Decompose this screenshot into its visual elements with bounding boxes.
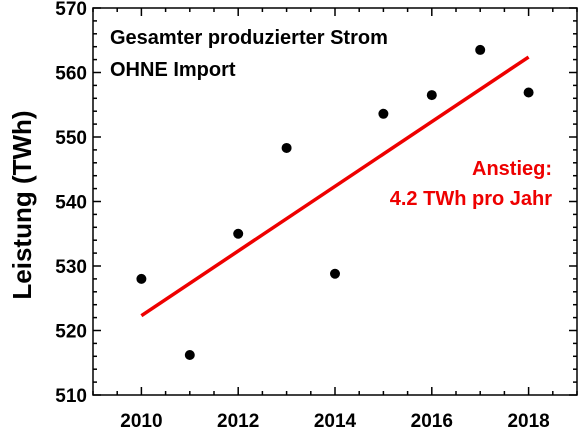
x-tick-label: 2010 (120, 411, 162, 431)
data-point (475, 44, 486, 55)
y-tick-label: 540 (55, 193, 87, 214)
ticks-layer: 510 520 530 540 550 560 570 2010 2012 2014 2016 201… (55, 0, 578, 431)
annotation-slope-line2: 4.2 TWh pro Jahr (390, 188, 552, 210)
annotation-slope-line1: Anstieg: (472, 158, 552, 180)
data-point (233, 228, 244, 239)
data-point (281, 142, 292, 153)
annotation-title-line2: OHNE Import (110, 59, 236, 81)
points-layer (136, 44, 534, 361)
y-tick-label: 560 (55, 64, 87, 85)
y-tick-label: 550 (55, 128, 87, 149)
data-point (136, 273, 147, 284)
y-tick-label: 510 (55, 386, 87, 407)
y-tick-label: 520 (55, 322, 87, 343)
y-tick-label: 570 (55, 0, 87, 20)
x-tick-label: 2014 (314, 411, 357, 431)
data-point (426, 90, 437, 101)
y-axis-title: Leistung (TWh) (7, 110, 37, 299)
x-tick-label: 2012 (217, 411, 259, 431)
x-tick-label: 2016 (411, 411, 453, 431)
x-tick-label: 2018 (507, 411, 549, 431)
annotation-title-line1: Gesamter produzierter Strom (110, 27, 388, 49)
data-point (523, 87, 534, 98)
data-point (330, 268, 340, 279)
data-point (378, 108, 389, 119)
trendline (140, 55, 530, 318)
y-tick-label: 530 (55, 257, 87, 278)
plot-frame (92, 7, 578, 396)
data-point (184, 350, 195, 361)
